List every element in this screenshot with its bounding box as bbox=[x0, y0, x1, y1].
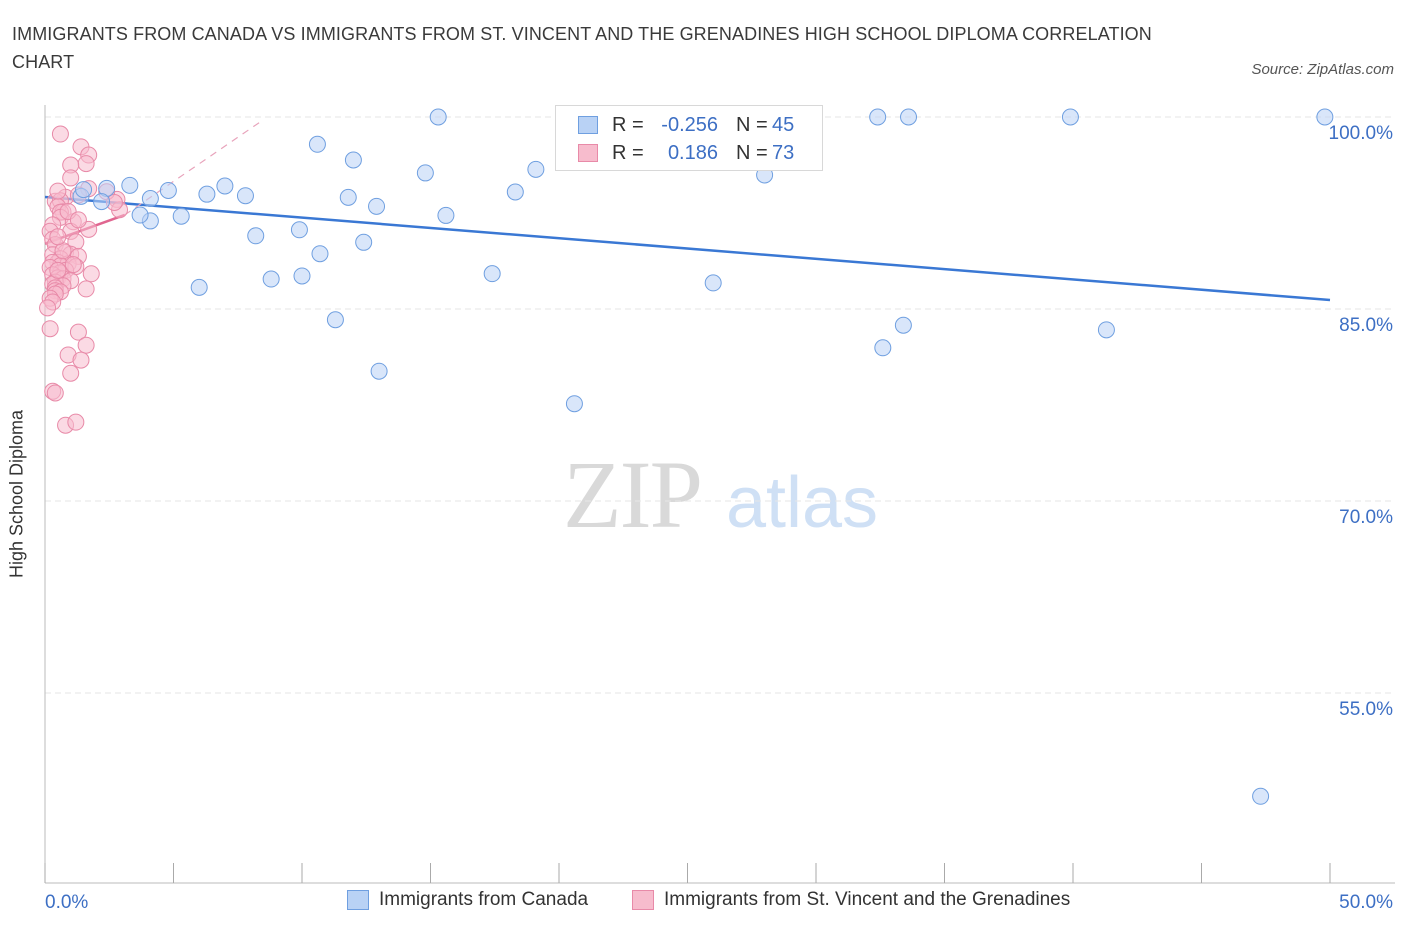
data-point-canada bbox=[527, 160, 545, 178]
legend-swatch-canada bbox=[578, 116, 598, 134]
legend-swatch-canada bbox=[347, 890, 369, 910]
grid-lines bbox=[45, 116, 1395, 694]
data-point-canada bbox=[308, 135, 326, 153]
data-point-canada bbox=[704, 274, 722, 292]
data-point-canada bbox=[216, 177, 234, 195]
data-point-svg bbox=[67, 413, 85, 431]
stats-row-svg: R = 0.186 N = 73 bbox=[578, 140, 794, 166]
data-point-svg bbox=[62, 364, 80, 382]
data-point-canada bbox=[339, 188, 357, 206]
data-point-canada bbox=[172, 207, 190, 225]
data-point-canada bbox=[311, 245, 329, 263]
data-point-canada bbox=[290, 221, 308, 239]
watermark-zip: ZIP bbox=[563, 441, 701, 548]
data-point-canada bbox=[236, 187, 254, 205]
data-point-svg bbox=[41, 320, 59, 338]
data-point-canada bbox=[1316, 108, 1334, 126]
data-point-svg bbox=[64, 256, 82, 274]
data-point-canada bbox=[262, 270, 280, 288]
data-point-canada bbox=[93, 193, 111, 211]
legend-item-canada: Immigrants from Canada bbox=[347, 889, 588, 911]
legend-item-svg: Immigrants from St. Vincent and the Gren… bbox=[632, 889, 1070, 911]
data-point-canada bbox=[429, 108, 447, 126]
r-label: R = bbox=[612, 113, 644, 136]
chart-title: IMMIGRANTS FROM CANADA VS IMMIGRANTS FRO… bbox=[12, 24, 1152, 72]
data-point-canada bbox=[874, 339, 892, 357]
data-point-svg bbox=[77, 280, 95, 298]
n-value: 73 bbox=[772, 141, 795, 164]
axes bbox=[44, 105, 1395, 884]
data-point-canada bbox=[1252, 787, 1270, 805]
data-point-canada bbox=[355, 233, 373, 251]
data-point-canada bbox=[344, 151, 362, 169]
x-tick-label-min: 0.0% bbox=[45, 892, 88, 913]
data-point-svg bbox=[69, 323, 87, 341]
data-point-svg bbox=[46, 384, 64, 402]
data-point-canada bbox=[1061, 108, 1079, 126]
data-point-svg bbox=[49, 228, 67, 246]
n-label: N = bbox=[736, 141, 768, 164]
data-point-canada bbox=[293, 267, 311, 285]
y-tick-label: 100.0% bbox=[1329, 123, 1394, 144]
y-axis-label: High School Diploma bbox=[6, 409, 27, 579]
data-point-canada bbox=[900, 108, 918, 126]
data-point-canada bbox=[190, 278, 208, 296]
r-value: 0.186 bbox=[667, 141, 718, 164]
data-point-canada bbox=[565, 395, 583, 413]
data-point-canada bbox=[131, 206, 149, 224]
n-label: N = bbox=[736, 113, 768, 136]
legend-label-svg: Immigrants from St. Vincent and the Gren… bbox=[664, 889, 1071, 910]
data-point-svg bbox=[69, 211, 87, 229]
r-label: R = bbox=[612, 141, 644, 164]
data-point-svg bbox=[77, 155, 95, 173]
x-tick-label-max: 50.0% bbox=[1339, 892, 1393, 913]
r-value: -0.256 bbox=[661, 113, 718, 136]
watermark: ZIP atlas bbox=[563, 441, 878, 548]
series-canada-points bbox=[72, 108, 1334, 805]
stats-legend: R = -0.256 N = 45 R = 0.186 N = 73 bbox=[555, 105, 823, 171]
data-point-svg bbox=[39, 299, 57, 317]
watermark-atlas: atlas bbox=[726, 463, 878, 543]
n-value: 45 bbox=[772, 113, 795, 136]
data-point-canada bbox=[121, 176, 139, 194]
source-label: Source: ZipAtlas.com bbox=[1251, 61, 1394, 78]
data-point-canada bbox=[483, 265, 501, 283]
data-point-canada bbox=[370, 362, 388, 380]
stats-row-canada: R = -0.256 N = 45 bbox=[578, 112, 794, 138]
data-point-svg bbox=[51, 125, 69, 143]
tick-labels: 55.0% 70.0% 85.0% 100.0% 0.0% 50.0% bbox=[45, 123, 1393, 913]
data-point-canada bbox=[416, 164, 434, 182]
data-point-svg bbox=[82, 265, 100, 283]
legend-swatch-svg bbox=[632, 890, 654, 910]
data-point-svg bbox=[62, 169, 80, 187]
data-point-canada bbox=[506, 183, 524, 201]
data-point-canada bbox=[247, 227, 265, 245]
data-point-svg bbox=[49, 261, 67, 279]
series-legend: Immigrants from Canada Immigrants from S… bbox=[0, 889, 1406, 915]
data-point-canada bbox=[326, 311, 344, 329]
data-point-svg bbox=[72, 351, 90, 369]
data-point-canada bbox=[437, 206, 455, 224]
data-point-canada bbox=[198, 185, 216, 203]
data-point-canada bbox=[159, 181, 177, 199]
data-point-canada bbox=[894, 316, 912, 334]
trend-line-canada bbox=[44, 195, 1331, 302]
y-tick-label: 85.0% bbox=[1339, 315, 1393, 336]
series-svg-points bbox=[39, 125, 129, 434]
data-point-canada bbox=[141, 190, 159, 208]
y-tick-label: 70.0% bbox=[1339, 507, 1393, 528]
y-tick-label: 55.0% bbox=[1339, 699, 1393, 720]
legend-swatch-svg bbox=[578, 144, 598, 162]
legend-label-canada: Immigrants from Canada bbox=[379, 889, 589, 910]
data-point-canada bbox=[368, 197, 386, 215]
data-point-svg bbox=[49, 182, 67, 200]
data-point-canada bbox=[869, 108, 887, 126]
data-point-canada bbox=[1097, 321, 1115, 339]
data-point-canada bbox=[75, 181, 93, 199]
data-point-svg bbox=[77, 336, 95, 354]
